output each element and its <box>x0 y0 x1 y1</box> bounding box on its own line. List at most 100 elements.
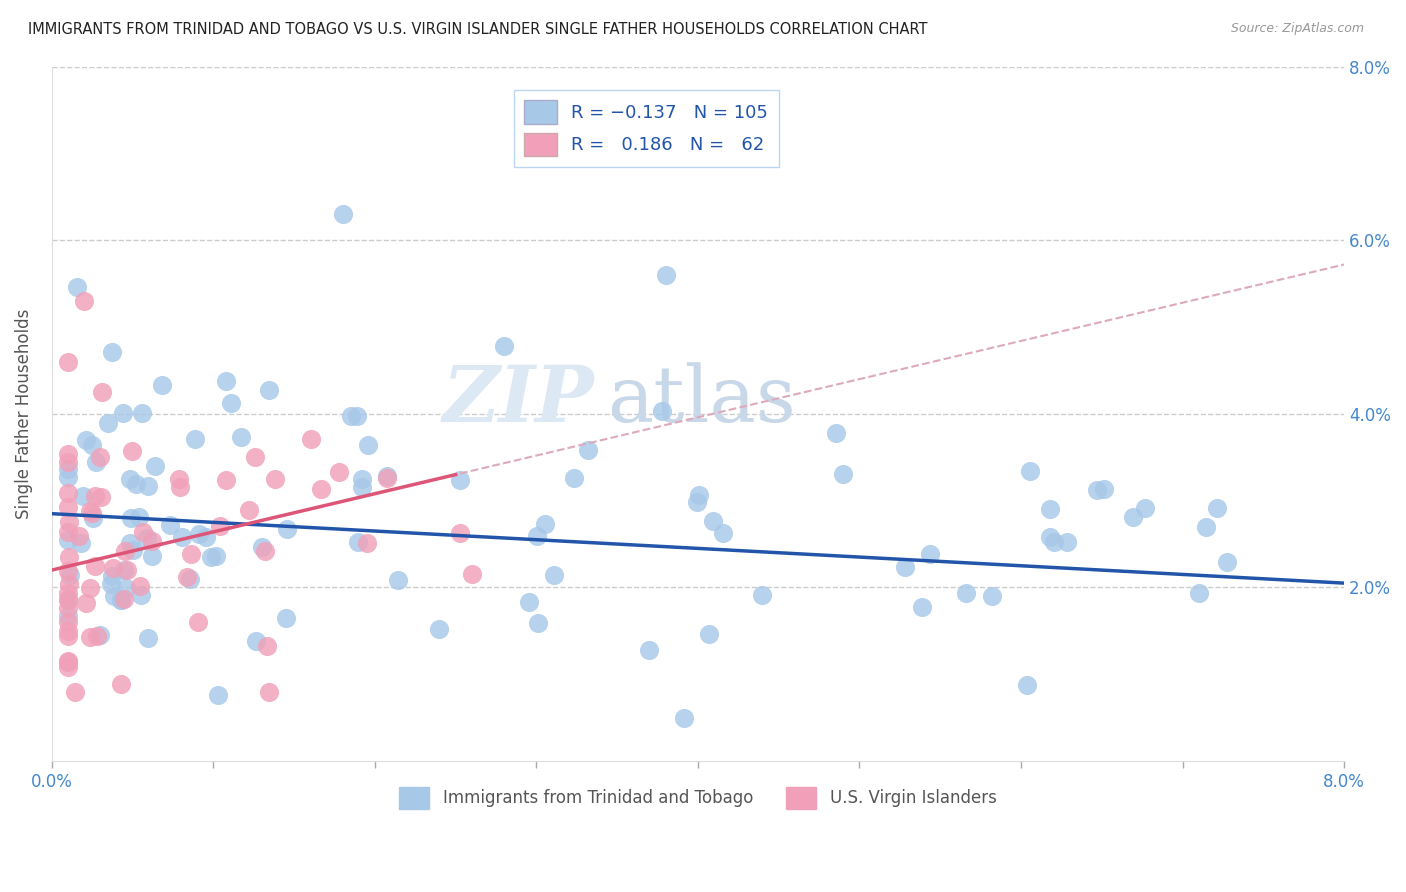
Point <box>638 643 661 657</box>
Point <box>562 471 585 485</box>
Point <box>58 577 80 591</box>
Point <box>84 455 107 469</box>
Point <box>832 467 855 481</box>
Point <box>56 486 79 500</box>
Point <box>920 547 942 561</box>
Point <box>132 524 155 539</box>
Point <box>1085 483 1108 498</box>
Point <box>1205 501 1227 516</box>
Point <box>79 581 101 595</box>
Point <box>375 471 398 485</box>
Point <box>56 469 79 483</box>
Point <box>56 500 79 514</box>
Point <box>1188 586 1211 600</box>
Point <box>56 461 79 475</box>
Point <box>352 480 374 494</box>
Point <box>955 586 977 600</box>
Point <box>257 384 280 398</box>
Point <box>200 549 222 564</box>
Point <box>229 430 252 444</box>
Y-axis label: Single Father Households: Single Father Households <box>15 309 32 519</box>
Point <box>263 472 285 486</box>
Point <box>58 515 80 529</box>
Point <box>136 479 159 493</box>
Point <box>194 530 217 544</box>
Point <box>141 533 163 548</box>
Point <box>89 628 111 642</box>
Point <box>350 472 373 486</box>
Point <box>1019 464 1042 478</box>
Point <box>187 527 209 541</box>
Point <box>702 514 724 528</box>
Point <box>375 468 398 483</box>
Point <box>115 582 138 596</box>
Point <box>243 450 266 464</box>
Point <box>110 593 132 607</box>
Point <box>56 524 79 539</box>
Point <box>84 558 107 573</box>
Point <box>180 547 202 561</box>
Point <box>89 450 111 464</box>
Text: atlas: atlas <box>607 362 796 438</box>
Point <box>259 684 281 698</box>
Point <box>56 593 79 607</box>
Point <box>59 568 82 582</box>
Point <box>100 577 122 591</box>
Point <box>128 509 150 524</box>
Point <box>332 207 354 221</box>
Point <box>56 624 79 638</box>
Point <box>697 627 720 641</box>
Point <box>150 377 173 392</box>
Point <box>97 416 120 430</box>
Text: Source: ZipAtlas.com: Source: ZipAtlas.com <box>1230 22 1364 36</box>
Point <box>56 629 79 643</box>
Point <box>492 339 515 353</box>
Point <box>124 476 146 491</box>
Point <box>63 684 86 698</box>
Point <box>56 609 79 624</box>
Point <box>56 655 79 669</box>
Point <box>83 489 105 503</box>
Point <box>121 443 143 458</box>
Point <box>159 518 181 533</box>
Point <box>356 535 378 549</box>
Point <box>169 481 191 495</box>
Point <box>58 550 80 565</box>
Point <box>120 511 142 525</box>
Point <box>112 563 135 577</box>
Point <box>215 374 238 388</box>
Point <box>110 677 132 691</box>
Point <box>101 345 124 359</box>
Point <box>187 615 209 629</box>
Point <box>56 454 79 468</box>
Point <box>122 543 145 558</box>
Point <box>215 473 238 487</box>
Point <box>118 535 141 549</box>
Point <box>118 472 141 486</box>
Point <box>131 406 153 420</box>
Point <box>75 597 97 611</box>
Point <box>651 404 673 418</box>
Point <box>56 355 79 369</box>
Point <box>256 639 278 653</box>
Point <box>1215 556 1237 570</box>
Point <box>276 522 298 536</box>
Point <box>1039 502 1062 516</box>
Point <box>91 384 114 399</box>
Point <box>56 533 79 547</box>
Point <box>110 592 132 607</box>
Point <box>449 473 471 487</box>
Point <box>72 489 94 503</box>
Point <box>86 629 108 643</box>
Point <box>824 425 846 440</box>
Point <box>82 511 104 525</box>
Point <box>250 540 273 554</box>
Point <box>56 592 79 607</box>
Point <box>136 531 159 545</box>
Point <box>207 688 229 702</box>
Point <box>253 543 276 558</box>
Point <box>183 432 205 446</box>
Point <box>534 517 557 532</box>
Point <box>526 529 548 543</box>
Point <box>328 466 350 480</box>
